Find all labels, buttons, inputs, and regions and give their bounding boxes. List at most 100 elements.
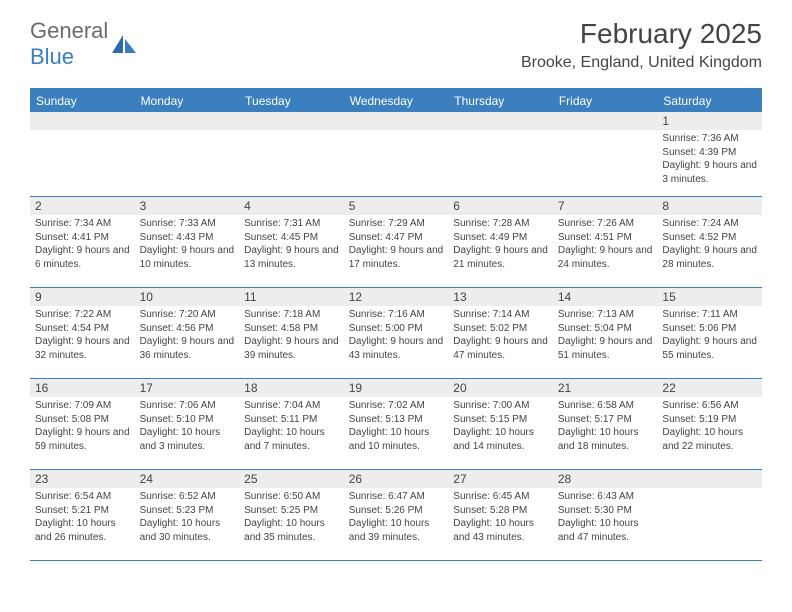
- day-cell: Sunrise: 6:56 AMSunset: 5:19 PMDaylight:…: [657, 397, 762, 469]
- sunrise-text: Sunrise: 7:18 AM: [244, 308, 339, 322]
- daylight-text: Daylight: 9 hours and 43 minutes.: [349, 335, 444, 362]
- sunset-text: Sunset: 5:30 PM: [558, 504, 653, 518]
- sunrise-text: Sunrise: 7:06 AM: [140, 399, 235, 413]
- sunrise-text: Sunrise: 6:45 AM: [453, 490, 548, 504]
- day-number-row: 1: [30, 112, 762, 130]
- day-cell: [239, 130, 344, 196]
- daylight-text: Daylight: 10 hours and 22 minutes.: [662, 426, 757, 453]
- day-number: 28: [553, 470, 658, 488]
- day-number: 13: [448, 288, 553, 306]
- sunset-text: Sunset: 5:02 PM: [453, 322, 548, 336]
- daylight-text: Daylight: 9 hours and 55 minutes.: [662, 335, 757, 362]
- day-number: 17: [135, 379, 240, 397]
- day-cell: Sunrise: 7:29 AMSunset: 4:47 PMDaylight:…: [344, 215, 449, 287]
- daylight-text: Daylight: 9 hours and 39 minutes.: [244, 335, 339, 362]
- sunset-text: Sunset: 4:54 PM: [35, 322, 130, 336]
- day-number: 16: [30, 379, 135, 397]
- day-cell: Sunrise: 7:26 AMSunset: 4:51 PMDaylight:…: [553, 215, 658, 287]
- sunrise-text: Sunrise: 7:22 AM: [35, 308, 130, 322]
- day-number: 10: [135, 288, 240, 306]
- logo-sail-icon: [112, 35, 136, 53]
- day-number: 26: [344, 470, 449, 488]
- day-cell: Sunrise: 7:36 AMSunset: 4:39 PMDaylight:…: [657, 130, 762, 196]
- day-cell: Sunrise: 6:58 AMSunset: 5:17 PMDaylight:…: [553, 397, 658, 469]
- sunset-text: Sunset: 5:23 PM: [140, 504, 235, 518]
- sunrise-text: Sunrise: 7:34 AM: [35, 217, 130, 231]
- day-header: Saturday: [657, 90, 762, 112]
- day-cell: Sunrise: 6:50 AMSunset: 5:25 PMDaylight:…: [239, 488, 344, 560]
- day-number: 14: [553, 288, 658, 306]
- logo-word-1: General: [30, 18, 108, 43]
- day-number-row: 16171819202122: [30, 379, 762, 397]
- daylight-text: Daylight: 10 hours and 35 minutes.: [244, 517, 339, 544]
- daylight-text: Daylight: 9 hours and 17 minutes.: [349, 244, 444, 271]
- sunset-text: Sunset: 4:41 PM: [35, 231, 130, 245]
- day-cell: Sunrise: 7:33 AMSunset: 4:43 PMDaylight:…: [135, 215, 240, 287]
- day-body-row: Sunrise: 7:22 AMSunset: 4:54 PMDaylight:…: [30, 306, 762, 378]
- day-header: Sunday: [30, 90, 135, 112]
- day-number: 11: [239, 288, 344, 306]
- location: Brooke, England, United Kingdom: [521, 54, 762, 72]
- day-cell: Sunrise: 7:22 AMSunset: 4:54 PMDaylight:…: [30, 306, 135, 378]
- day-cell: [553, 130, 658, 196]
- sunset-text: Sunset: 4:39 PM: [662, 146, 757, 160]
- day-number: 3: [135, 197, 240, 215]
- sunrise-text: Sunrise: 6:56 AM: [662, 399, 757, 413]
- sunset-text: Sunset: 4:49 PM: [453, 231, 548, 245]
- day-number-row: 2345678: [30, 197, 762, 215]
- day-number: [239, 112, 344, 130]
- sunrise-text: Sunrise: 7:28 AM: [453, 217, 548, 231]
- day-number: 5: [344, 197, 449, 215]
- day-number: 27: [448, 470, 553, 488]
- sunrise-text: Sunrise: 7:20 AM: [140, 308, 235, 322]
- daylight-text: Daylight: 10 hours and 47 minutes.: [558, 517, 653, 544]
- day-number: 9: [30, 288, 135, 306]
- daylight-text: Daylight: 10 hours and 43 minutes.: [453, 517, 548, 544]
- sunrise-text: Sunrise: 6:50 AM: [244, 490, 339, 504]
- daylight-text: Daylight: 9 hours and 24 minutes.: [558, 244, 653, 271]
- sunrise-text: Sunrise: 7:26 AM: [558, 217, 653, 231]
- day-body-row: Sunrise: 7:09 AMSunset: 5:08 PM Daylight:…: [30, 397, 762, 469]
- day-cell: Sunrise: 7:24 AMSunset: 4:52 PMDaylight:…: [657, 215, 762, 287]
- daylight-text: Daylight: 9 hours and 6 minutes.: [35, 244, 130, 271]
- sunset-text: Sunset: 4:51 PM: [558, 231, 653, 245]
- day-header: Tuesday: [239, 90, 344, 112]
- sunrise-text: Sunrise: 7:04 AM: [244, 399, 339, 413]
- daylight-text: Daylight: 9 hours and 47 minutes.: [453, 335, 548, 362]
- sunset-text: Sunset: 5:08 PM: [35, 413, 130, 427]
- week-row: 2345678Sunrise: 7:34 AMSunset: 4:41 PMDa…: [30, 197, 762, 288]
- day-cell: Sunrise: 7:14 AMSunset: 5:02 PMDaylight:…: [448, 306, 553, 378]
- sunset-text: Sunset: 4:52 PM: [662, 231, 757, 245]
- daylight-text: Daylight: 9 hours and 21 minutes.: [453, 244, 548, 271]
- title-block: February 2025 Brooke, England, United Ki…: [521, 18, 762, 72]
- sunset-text: Sunset: 5:13 PM: [349, 413, 444, 427]
- logo: General Blue: [30, 18, 136, 70]
- daylight-text: Daylight: 10 hours and 7 minutes.: [244, 426, 339, 453]
- day-number: 18: [239, 379, 344, 397]
- sunrise-text: Sunrise: 7:09 AM: [35, 399, 130, 413]
- day-number: 8: [657, 197, 762, 215]
- day-body-row: Sunrise: 7:36 AMSunset: 4:39 PMDaylight:…: [30, 130, 762, 196]
- day-cell: Sunrise: 7:02 AMSunset: 5:13 PMDaylight:…: [344, 397, 449, 469]
- day-cell: Sunrise: 7:20 AMSunset: 4:56 PMDaylight:…: [135, 306, 240, 378]
- sunrise-text: Sunrise: 7:16 AM: [349, 308, 444, 322]
- week-row: 1Sunrise: 7:36 AMSunset: 4:39 PMDaylight…: [30, 112, 762, 197]
- day-cell: Sunrise: 6:47 AMSunset: 5:26 PMDaylight:…: [344, 488, 449, 560]
- daylight-text: Daylight: 9 hours and 13 minutes.: [244, 244, 339, 271]
- day-number: [448, 112, 553, 130]
- day-cell: Sunrise: 7:16 AMSunset: 5:00 PMDaylight:…: [344, 306, 449, 378]
- logo-word-2: Blue: [30, 44, 74, 69]
- daylight-text: Daylight: 10 hours and 30 minutes.: [140, 517, 235, 544]
- daylight-text: Daylight: 10 hours and 18 minutes.: [558, 426, 653, 453]
- sunrise-text: Sunrise: 6:43 AM: [558, 490, 653, 504]
- sunset-text: Sunset: 4:47 PM: [349, 231, 444, 245]
- sunset-text: Sunset: 5:26 PM: [349, 504, 444, 518]
- sunrise-text: Sunrise: 6:54 AM: [35, 490, 130, 504]
- daylight-text: Daylight: 9 hours and 32 minutes.: [35, 335, 130, 362]
- day-number: 2: [30, 197, 135, 215]
- sunset-text: Sunset: 5:15 PM: [453, 413, 548, 427]
- day-number-row: 9101112131415: [30, 288, 762, 306]
- day-number-row: 232425262728: [30, 470, 762, 488]
- daylight-text: Daylight: 10 hours and 3 minutes.: [140, 426, 235, 453]
- week-row: 232425262728Sunrise: 6:54 AMSunset: 5:21…: [30, 470, 762, 561]
